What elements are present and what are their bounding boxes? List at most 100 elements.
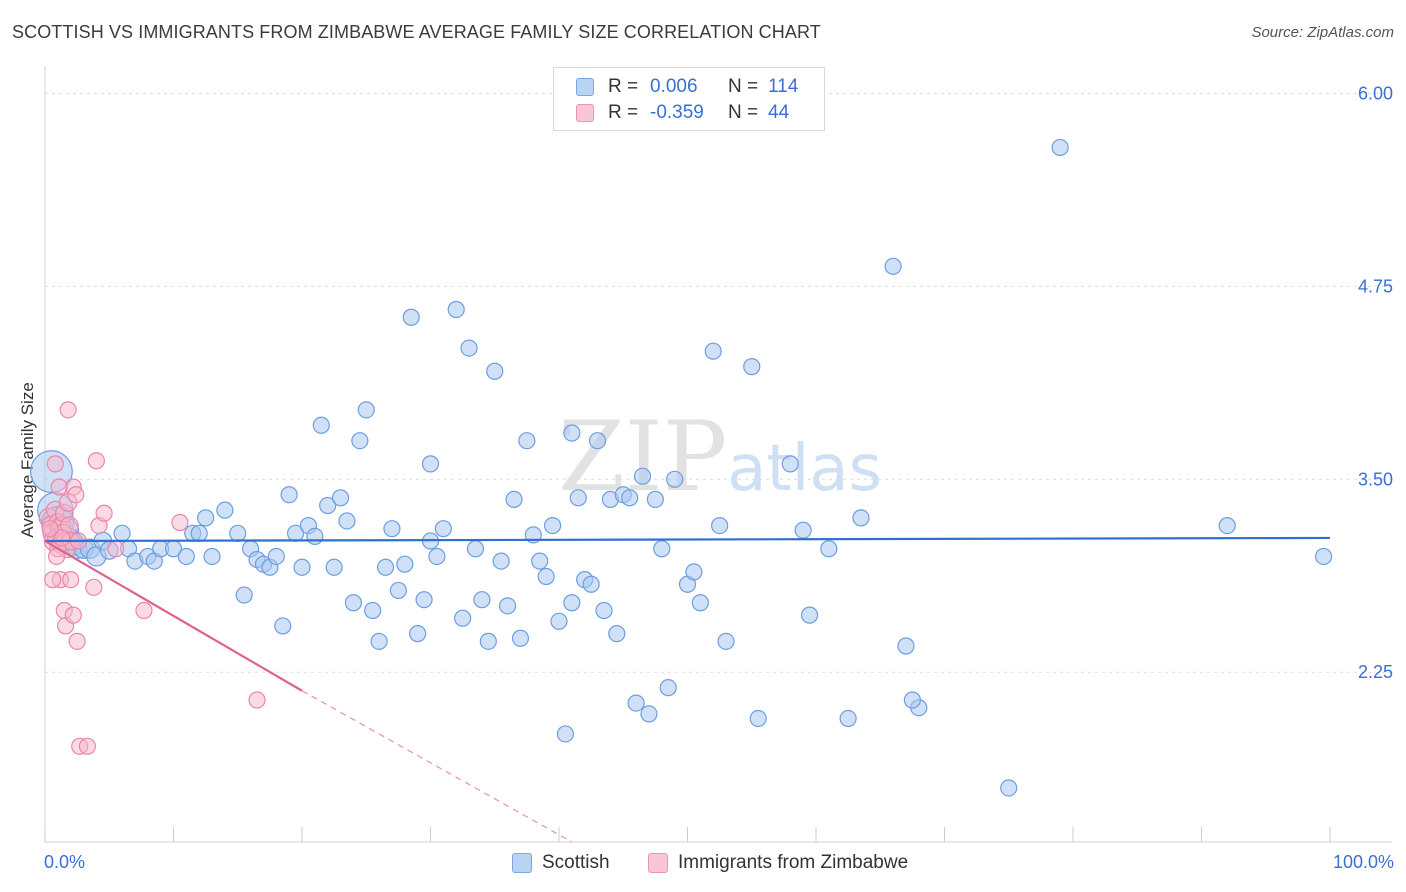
gridlines: [45, 92, 1392, 673]
scottish-point: [569, 489, 587, 507]
scottish-point: [325, 558, 343, 576]
legend-n-value: 114: [768, 76, 799, 97]
scottish-point: [460, 339, 478, 357]
scottish-point: [781, 455, 799, 473]
correlation-legend: R = 0.006 N = 114 R = -0.359 N = 44: [553, 67, 825, 131]
scottish-point: [627, 694, 645, 712]
scottish-point: [608, 625, 626, 643]
zimbabwe-point: [62, 571, 80, 589]
scottish-point: [646, 490, 664, 508]
scottish-point: [473, 591, 491, 609]
scottish-point: [640, 705, 658, 723]
scottish-point: [711, 516, 729, 535]
scottish-point: [717, 632, 735, 650]
zimbabwe-point: [68, 632, 86, 650]
legend-r-value: -0.359: [650, 102, 704, 123]
zimbabwe-point: [46, 455, 64, 473]
legend-row-scottish: R = 0.006 N = 114: [576, 75, 834, 99]
zimbabwe-points: [38, 401, 266, 755]
scottish-point: [402, 308, 420, 326]
scottish-point: [383, 520, 401, 538]
scottish-swatch: [576, 78, 594, 96]
zimbabwe-point: [44, 571, 62, 589]
zimbabwe-point: [87, 452, 106, 470]
scottish-point: [897, 637, 915, 655]
scottish-point: [396, 555, 414, 573]
scottish-point: [190, 524, 208, 542]
scottish-point: [293, 558, 311, 576]
scottish-point: [556, 725, 575, 743]
scottish-point: [903, 691, 921, 709]
zimbabwe-trend-line: [44, 540, 303, 692]
scottish-point: [428, 547, 446, 566]
zimbabwe-point: [135, 601, 153, 620]
scottish-point: [621, 489, 639, 507]
zimbabwe-swatch: [576, 104, 594, 122]
legend-r-value: 0.006: [650, 76, 698, 97]
scottish-point: [595, 601, 613, 620]
scottish-point: [633, 467, 652, 485]
scottish-point: [274, 617, 292, 635]
scottish-point: [415, 591, 433, 609]
scottish-point: [588, 432, 607, 450]
scottish-point: [852, 509, 870, 527]
scottish-point: [839, 709, 857, 728]
scottish-point: [409, 625, 427, 643]
scottish-point: [344, 594, 362, 612]
legend-n-label: N =: [728, 76, 759, 97]
scottish-point: [582, 575, 600, 593]
y-tick-label: 6.00: [1358, 83, 1393, 103]
scottish-point: [454, 609, 472, 627]
scottish-point: [563, 594, 581, 612]
legend-r-label: R =: [608, 102, 639, 123]
scottish-point: [113, 524, 131, 542]
scottish-point: [531, 552, 549, 570]
scottish-point: [511, 629, 530, 647]
zimbabwe-point: [41, 520, 59, 538]
scottish-point: [229, 524, 247, 542]
scottish-point: [331, 489, 350, 507]
scottish-point: [351, 432, 369, 450]
scottish-point: [691, 594, 709, 612]
scottish-point: [267, 547, 285, 566]
scottish-point: [357, 401, 375, 419]
trend-lines: [44, 536, 1331, 843]
legend-item-zimbabwe: Immigrants from Zimbabwe: [648, 852, 908, 874]
y-tick-label: 4.75: [1358, 276, 1393, 296]
scottish-point: [749, 709, 767, 728]
series-legend: Scottish Immigrants from Zimbabwe: [0, 852, 1406, 876]
scottish-point: [1314, 547, 1333, 566]
scottish-point: [543, 516, 562, 535]
scottish-point: [537, 567, 555, 586]
scottish-point: [1000, 779, 1018, 797]
scottish-point: [280, 486, 298, 504]
scottish-point: [235, 586, 253, 604]
zimbabwe-point: [171, 513, 189, 532]
zimbabwe-point: [50, 478, 68, 496]
scottish-point: [743, 358, 761, 376]
zimbabwe-point: [59, 401, 77, 419]
legend-r-label: R =: [608, 76, 639, 97]
scottish-point: [447, 300, 465, 319]
zimbabwe-point: [248, 691, 266, 709]
scottish-point: [685, 563, 703, 581]
scottish-point: [466, 540, 485, 558]
zimbabwe-point: [78, 737, 97, 755]
scottish-point: [197, 509, 215, 527]
x-tick-label-start: 0.0%: [44, 852, 86, 872]
scottish-point: [820, 540, 838, 558]
scottish-point: [800, 606, 819, 624]
scottish-point: [370, 632, 388, 650]
legend-row-zimbabwe: R = -0.359 N = 44: [576, 101, 834, 125]
scottish-point: [518, 432, 536, 450]
legend-label-zimbabwe: Immigrants from Zimbabwe: [678, 852, 909, 873]
scottish-point: [434, 520, 452, 538]
scottish-point: [499, 597, 517, 615]
zimbabwe-point: [67, 486, 85, 504]
y-tick-label: 3.50: [1358, 469, 1393, 489]
watermark: ZIPatlas: [558, 401, 882, 513]
zimbabwe-point: [64, 606, 82, 624]
scottish-point: [364, 601, 382, 620]
scottish-point: [312, 416, 330, 434]
